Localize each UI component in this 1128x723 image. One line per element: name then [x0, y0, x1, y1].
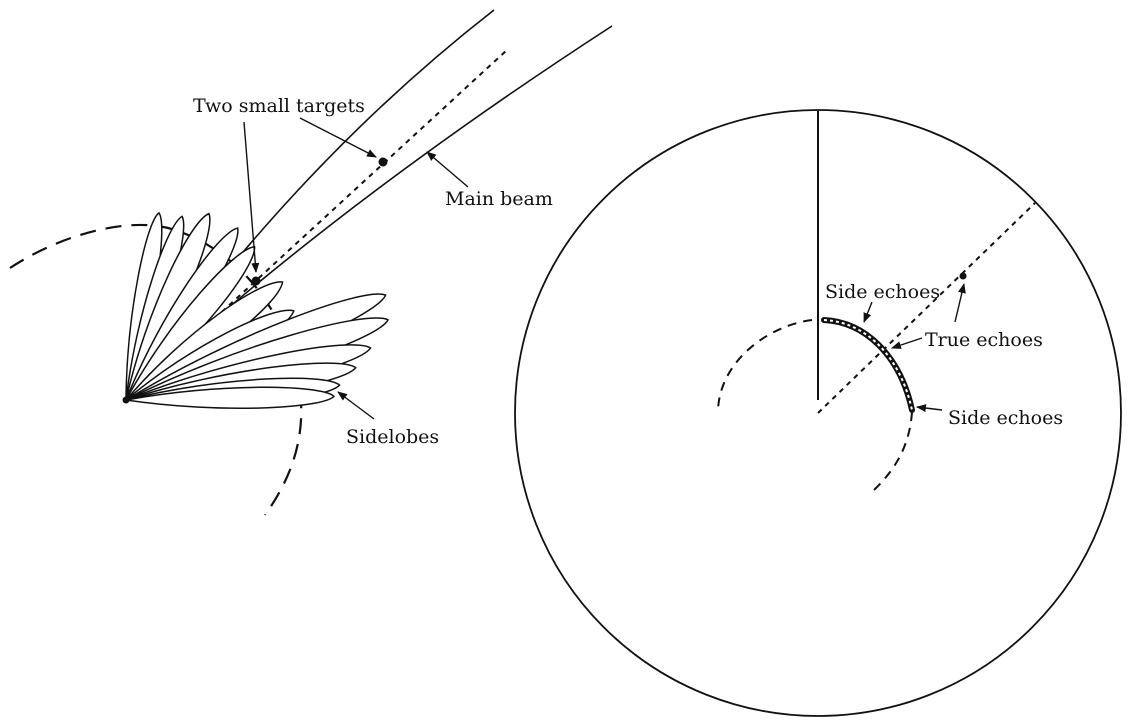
sidelobe-13	[125, 386, 336, 410]
ppi-target-dot	[959, 272, 967, 280]
arrow-side-echoes-lower	[916, 404, 943, 413]
label-two-small-targets: Two small targets	[193, 95, 365, 117]
side-echo-arc-inner	[823, 319, 913, 411]
arrow-true-echoes	[891, 337, 923, 349]
arrow-side-echoes-upper	[863, 301, 873, 323]
ppi-range-arc-left	[717, 319, 813, 411]
label-true-echoes: True echoes	[925, 329, 1043, 351]
arrow-sidelobes	[337, 391, 375, 420]
label-side-echoes-upper: Side echoes	[825, 281, 940, 303]
label-main-beam: Main beam	[445, 188, 553, 210]
arrow-two-targets-near	[243, 121, 260, 273]
arrow-two-targets-far	[299, 117, 377, 158]
label-side-echoes-lower: Side echoes	[948, 407, 1063, 429]
range-arc-dashed	[9, 223, 303, 516]
antenna-pattern: Two small targets Main beam Sidelobes	[9, 9, 613, 516]
ppi-target-bearing	[817, 202, 1036, 414]
ppi-display: Side echoes True echoes Side echoes	[514, 109, 1122, 717]
target-dot-near	[251, 276, 261, 286]
target-dot-far	[378, 157, 388, 167]
label-sidelobes: Sidelobes	[346, 426, 439, 448]
main-beam-boresight	[125, 49, 508, 401]
antenna-origin	[122, 396, 130, 404]
ppi-scope-circle	[514, 109, 1122, 717]
ppi-range-arc-right	[873, 411, 913, 491]
arrow-true-echoes-up	[954, 283, 966, 323]
arrow-main-beam	[426, 151, 469, 188]
